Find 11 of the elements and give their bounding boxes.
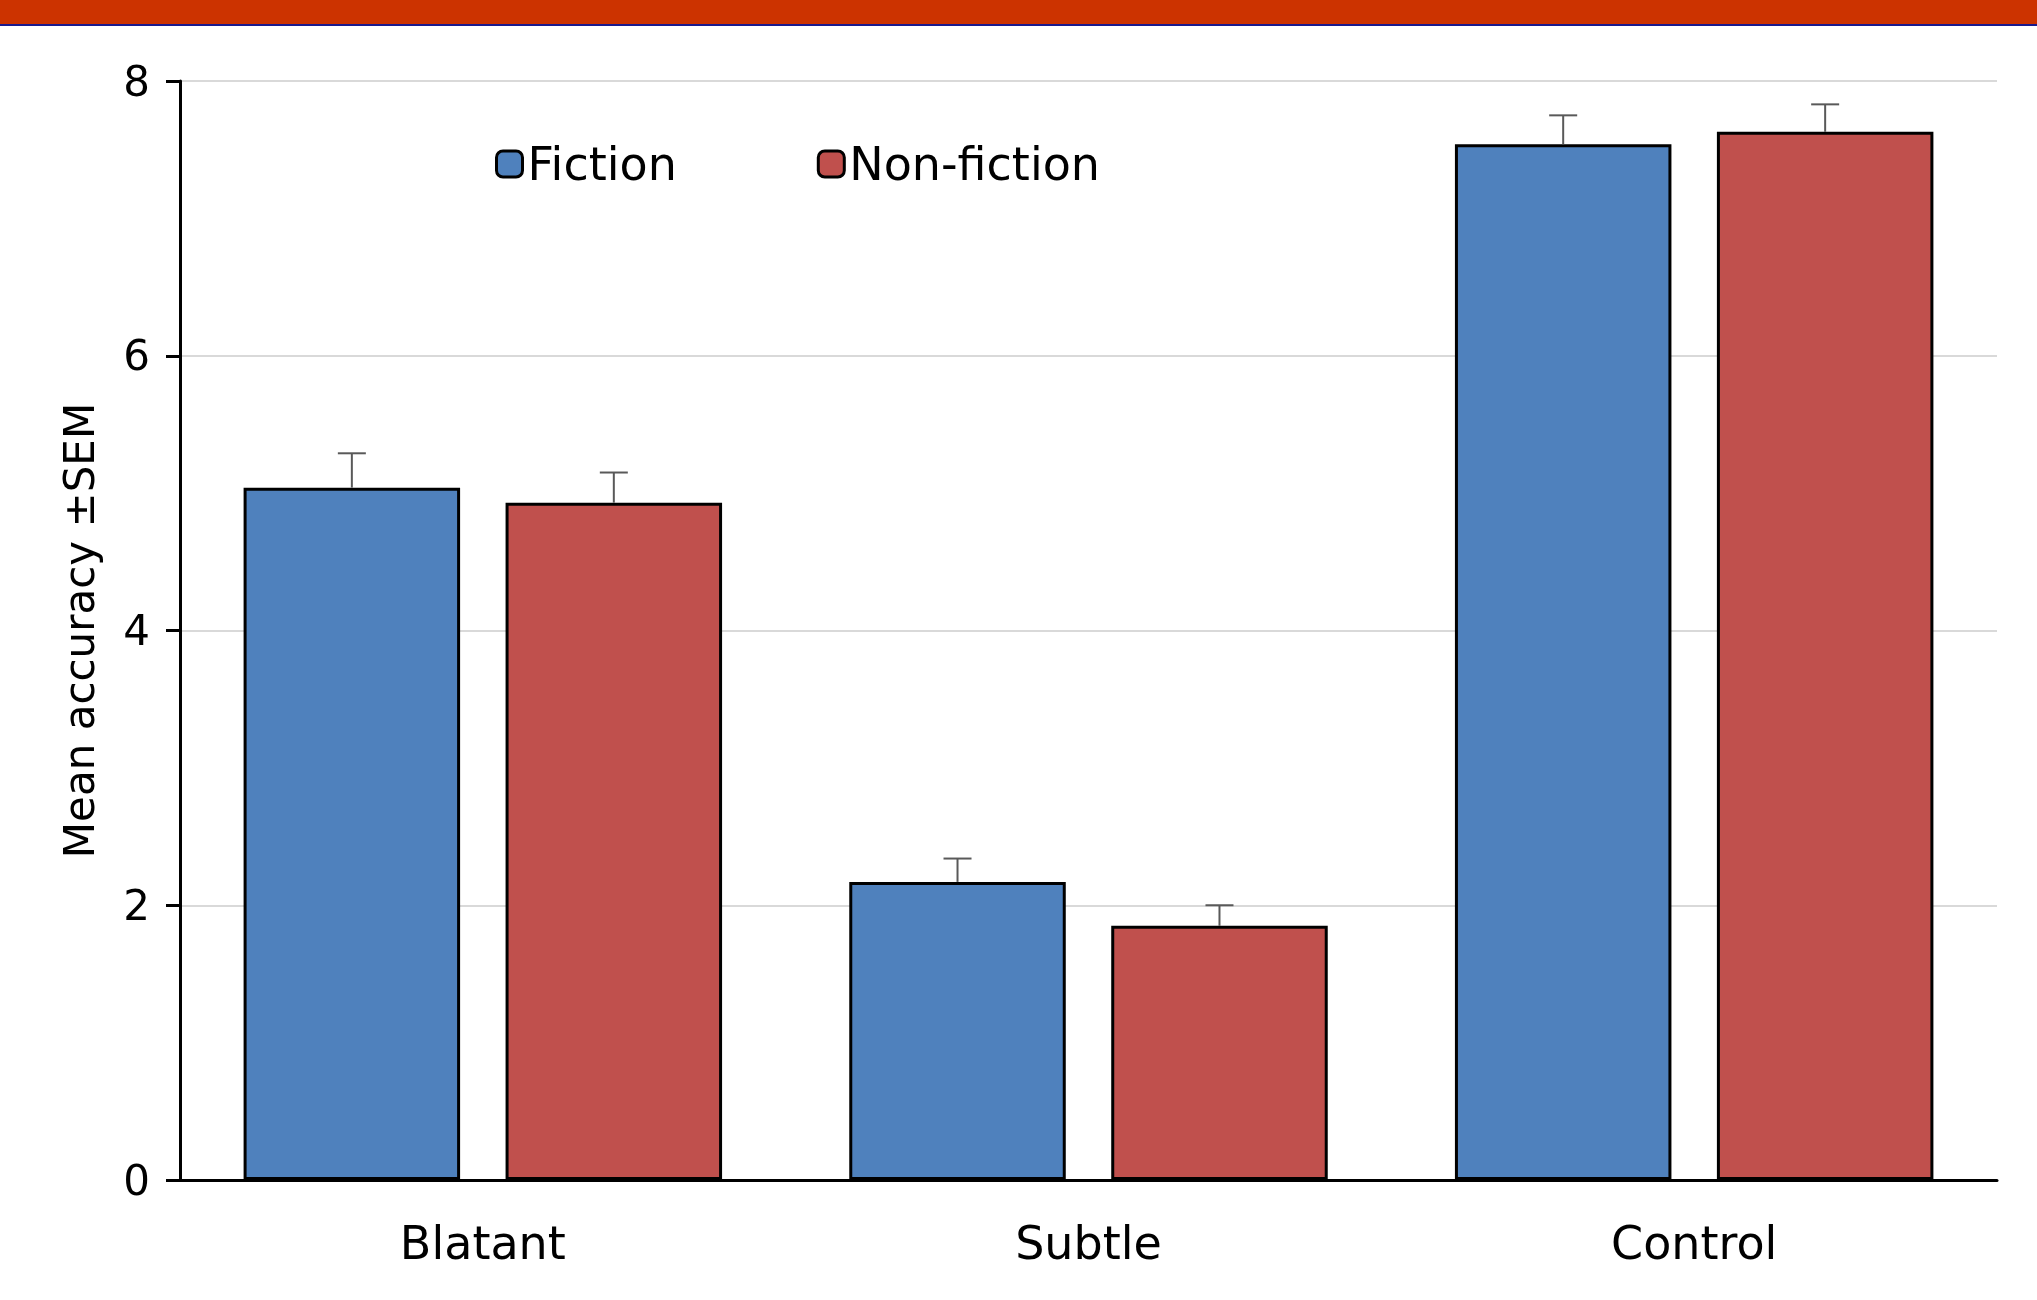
y-axis-title: Mean accuracy ±SEM <box>54 402 104 859</box>
x-tick-label: Blatant <box>399 1216 566 1270</box>
x-tick-label: Control <box>1611 1216 1778 1270</box>
y-tick-label: 4 <box>123 606 150 655</box>
legend-label: Fiction <box>527 137 677 191</box>
x-tick-label: Subtle <box>1015 1216 1162 1270</box>
y-tick-label: 2 <box>123 880 150 930</box>
legend-label: Non-fiction <box>849 137 1100 191</box>
y-tick-label: 6 <box>123 331 150 381</box>
y-tick-label: 0 <box>123 1155 150 1205</box>
y-tick-label: 8 <box>123 56 150 106</box>
